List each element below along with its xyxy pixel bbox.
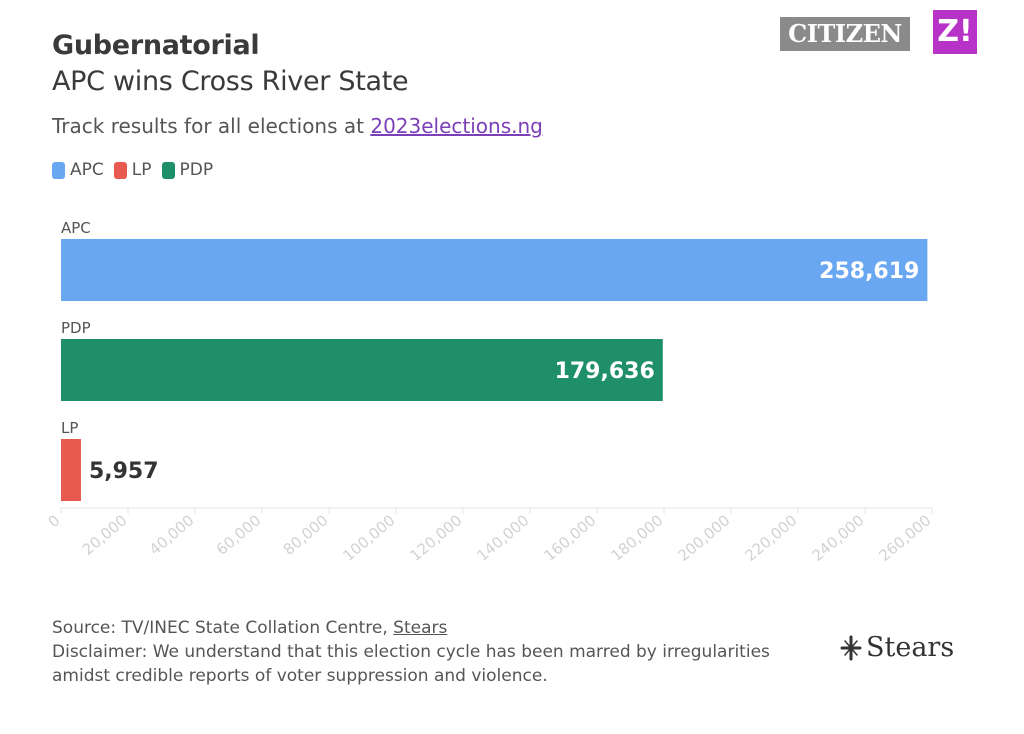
x-tick-label: 20,000 (79, 511, 131, 559)
source-prefix: Source: TV/INEC State Collation Centre, (52, 618, 394, 638)
x-tick-label: 60,000 (213, 511, 265, 559)
chart-subtitle: APC wins Cross River State (52, 66, 409, 97)
legend-item-lp: LP (113, 160, 152, 180)
x-tick-label: 0 (45, 511, 64, 531)
bar-apc (61, 239, 928, 301)
x-tick-label: 160,000 (540, 511, 599, 565)
x-tick-label: 260,000 (875, 511, 934, 565)
x-tick-label: 140,000 (473, 511, 532, 565)
legend-swatch (113, 161, 127, 179)
x-tick-label: 220,000 (741, 511, 800, 565)
citizen-logo: CITIZEN (780, 17, 910, 51)
legend-swatch (52, 161, 65, 179)
bar-category-label: LP (61, 419, 78, 437)
legend-item-pdp: PDP (161, 160, 214, 180)
chart-title: Gubernatorial (52, 30, 260, 61)
x-tick-label: 120,000 (406, 511, 465, 565)
bar-pdp (61, 339, 663, 401)
stears-logo: Stears (840, 632, 954, 663)
x-tick-label: 100,000 (339, 511, 398, 565)
track-results-text: Track results for all elections at 2023e… (52, 114, 543, 138)
bar-value-label: 5,957 (89, 459, 159, 484)
source-text: Source: TV/INEC State Collation Centre, … (52, 616, 832, 688)
bar-chart: APC 258,619 PDP 179,636 LP 5,957 0 20,000 40,000… (45, 219, 935, 565)
x-tick-label: 80,000 (280, 511, 332, 559)
x-tick-label: 40,000 (146, 511, 198, 559)
x-tick-label: 240,000 (808, 511, 867, 565)
bar-lp (61, 439, 81, 501)
legend-label: APC (70, 160, 104, 180)
elections-link[interactable]: 2023elections.ng (370, 114, 543, 138)
track-prefix: Track results for all elections at (52, 114, 371, 138)
legend-label: LP (131, 160, 152, 180)
bar-value-label: 258,619 (819, 259, 919, 284)
bar-category-label: PDP (61, 319, 91, 337)
x-tick-label: 180,000 (607, 511, 666, 565)
source-link[interactable]: Stears (393, 618, 448, 638)
bar-category-label: APC (61, 219, 91, 237)
bar-value-label: 179,636 (555, 359, 655, 384)
x-tick-label: 200,000 (674, 511, 733, 565)
legend-item-apc: APC (52, 160, 104, 180)
legend-label: PDP (179, 160, 214, 180)
disclaimer-text: Disclaimer: We understand that this elec… (52, 642, 770, 686)
legend: APC LP PDP (52, 160, 213, 180)
legend-swatch (161, 161, 175, 179)
stears-star-icon (840, 635, 862, 660)
z-logo: Z! (933, 10, 977, 54)
